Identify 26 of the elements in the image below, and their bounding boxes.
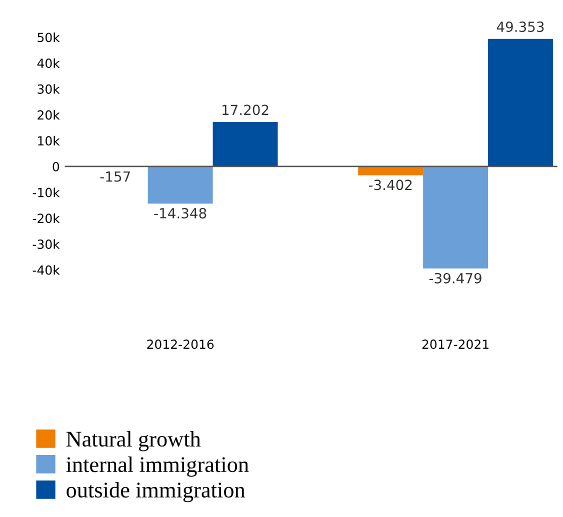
data-label: -39.479 [429, 272, 482, 284]
data-label: 17.202 [222, 104, 268, 116]
data-label: 49.353 [496, 22, 544, 32]
legend-label: outside immigration [66, 482, 246, 502]
x-tick-label: 2012-2016 [147, 340, 214, 349]
y-tick-label: 50k [38, 32, 60, 42]
y-tick-label: -40k [32, 265, 60, 275]
y-tick-label: 40k [37, 58, 60, 68]
y-tick-label: -30k [32, 239, 60, 249]
bar [358, 166, 424, 176]
data-label: -14.348 [154, 208, 206, 218]
bar [423, 166, 488, 269]
data-label: -157 [100, 171, 130, 182]
legend-label: internal immigration [66, 456, 249, 477]
y-tick-label: 10k [38, 136, 60, 146]
data-label: -3.402 [368, 180, 412, 190]
y-tick-label: -10k [32, 188, 60, 198]
y-tick-label: 30k [38, 84, 60, 94]
legend-label: Natural growth [66, 431, 201, 452]
bar [212, 122, 278, 166]
y-tick-label: -20k [32, 213, 60, 224]
x-tick-label: 2017-2021 [422, 340, 488, 349]
y-tick-label: 20k [38, 110, 60, 120]
bar [488, 38, 553, 166]
y-tick-label: 0 [52, 162, 60, 172]
bar [148, 166, 213, 204]
